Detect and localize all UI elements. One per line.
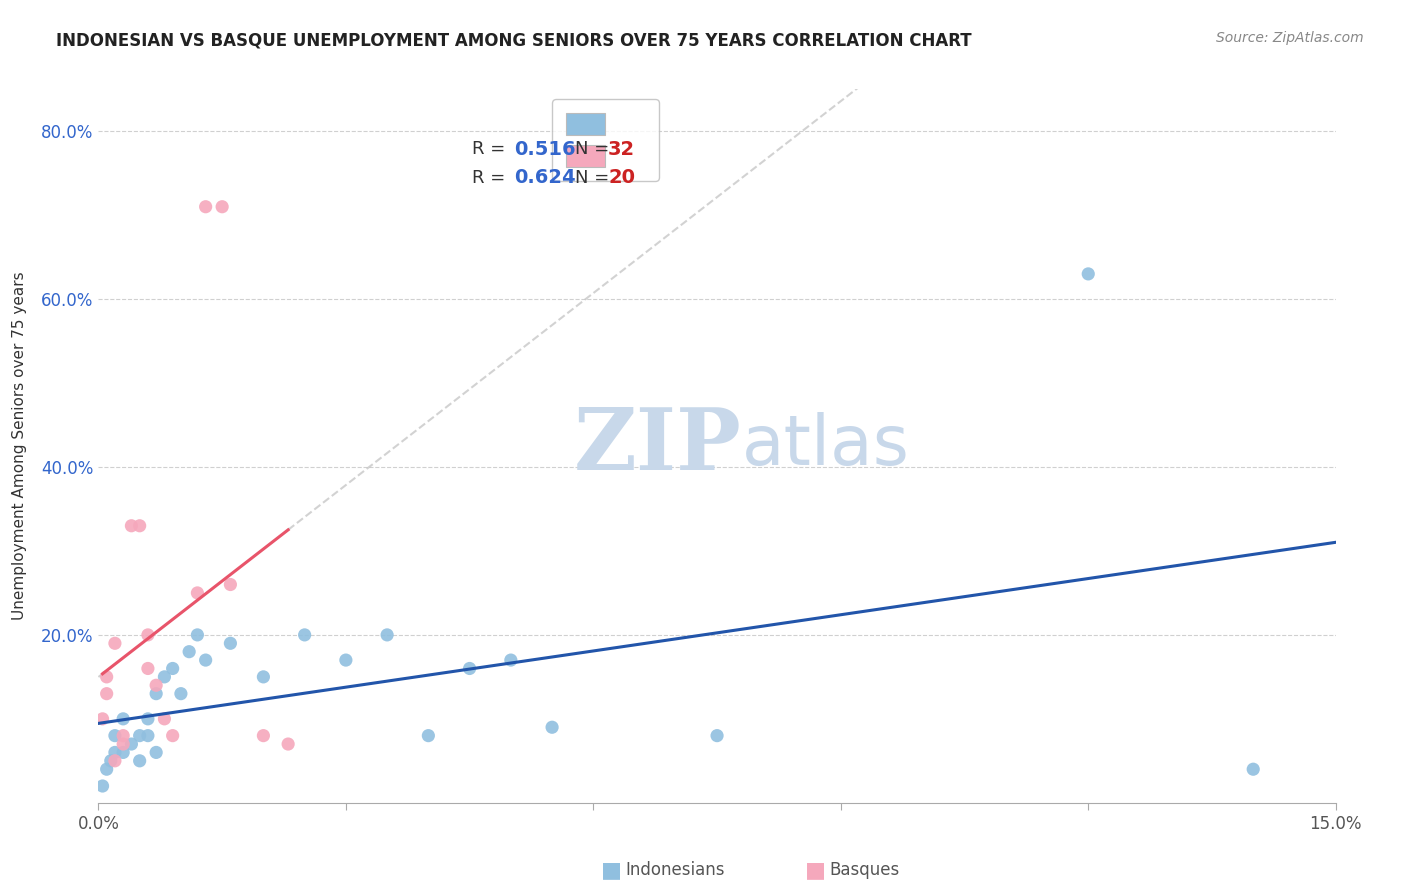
Point: [128, 754, 150, 768]
Text: R =: R =: [472, 169, 510, 186]
Point: [170, 687, 193, 701]
Text: ■: ■: [602, 860, 621, 880]
Point: [179, 645, 201, 659]
Point: [96, 687, 118, 701]
Text: 0.624: 0.624: [515, 169, 576, 187]
Text: N =: N =: [575, 140, 614, 158]
Text: Indonesians: Indonesians: [626, 861, 725, 879]
Point: [96, 762, 118, 776]
Point: [335, 653, 357, 667]
Point: [112, 712, 135, 726]
Text: ■: ■: [806, 860, 825, 880]
Point: [706, 729, 728, 743]
Point: [219, 636, 242, 650]
Point: [112, 729, 135, 743]
Point: [136, 729, 159, 743]
Point: [136, 712, 159, 726]
Text: R =: R =: [472, 140, 510, 158]
Point: [104, 729, 127, 743]
Point: [194, 200, 217, 214]
Text: atlas: atlas: [742, 412, 910, 480]
Point: [162, 729, 184, 743]
Point: [112, 746, 135, 760]
Point: [91, 712, 114, 726]
Text: N =: N =: [575, 169, 614, 186]
Point: [91, 779, 114, 793]
Point: [252, 670, 274, 684]
Point: [100, 754, 122, 768]
Point: [120, 737, 142, 751]
Point: [145, 687, 167, 701]
Point: [128, 518, 150, 533]
Point: [136, 628, 159, 642]
Text: Source: ZipAtlas.com: Source: ZipAtlas.com: [1216, 31, 1364, 45]
Point: [153, 670, 176, 684]
Point: [104, 636, 127, 650]
Text: Basques: Basques: [830, 861, 900, 879]
Point: [186, 628, 208, 642]
Point: [418, 729, 440, 743]
Point: [162, 661, 184, 675]
Point: [120, 518, 142, 533]
Point: [252, 729, 274, 743]
Point: [219, 577, 242, 591]
Point: [211, 200, 233, 214]
Point: [194, 653, 217, 667]
Point: [112, 737, 135, 751]
Point: [1077, 267, 1099, 281]
Point: [458, 661, 481, 675]
Point: [499, 653, 522, 667]
Point: [541, 720, 564, 734]
Point: [294, 628, 316, 642]
Legend:      ,      : ,: [553, 99, 659, 181]
Point: [136, 661, 159, 675]
Point: [375, 628, 398, 642]
Point: [1241, 762, 1264, 776]
Text: ZIP: ZIP: [574, 404, 742, 488]
Point: [277, 737, 299, 751]
Point: [96, 670, 118, 684]
Text: INDONESIAN VS BASQUE UNEMPLOYMENT AMONG SENIORS OVER 75 YEARS CORRELATION CHART: INDONESIAN VS BASQUE UNEMPLOYMENT AMONG …: [56, 31, 972, 49]
Point: [186, 586, 208, 600]
Point: [145, 678, 167, 692]
Text: 20: 20: [609, 169, 636, 187]
Point: [104, 754, 127, 768]
Point: [145, 746, 167, 760]
Text: 0.516: 0.516: [515, 140, 576, 159]
Point: [104, 746, 127, 760]
Y-axis label: Unemployment Among Seniors over 75 years: Unemployment Among Seniors over 75 years: [13, 272, 27, 620]
Point: [153, 712, 176, 726]
Point: [128, 729, 150, 743]
Text: 32: 32: [609, 140, 636, 159]
